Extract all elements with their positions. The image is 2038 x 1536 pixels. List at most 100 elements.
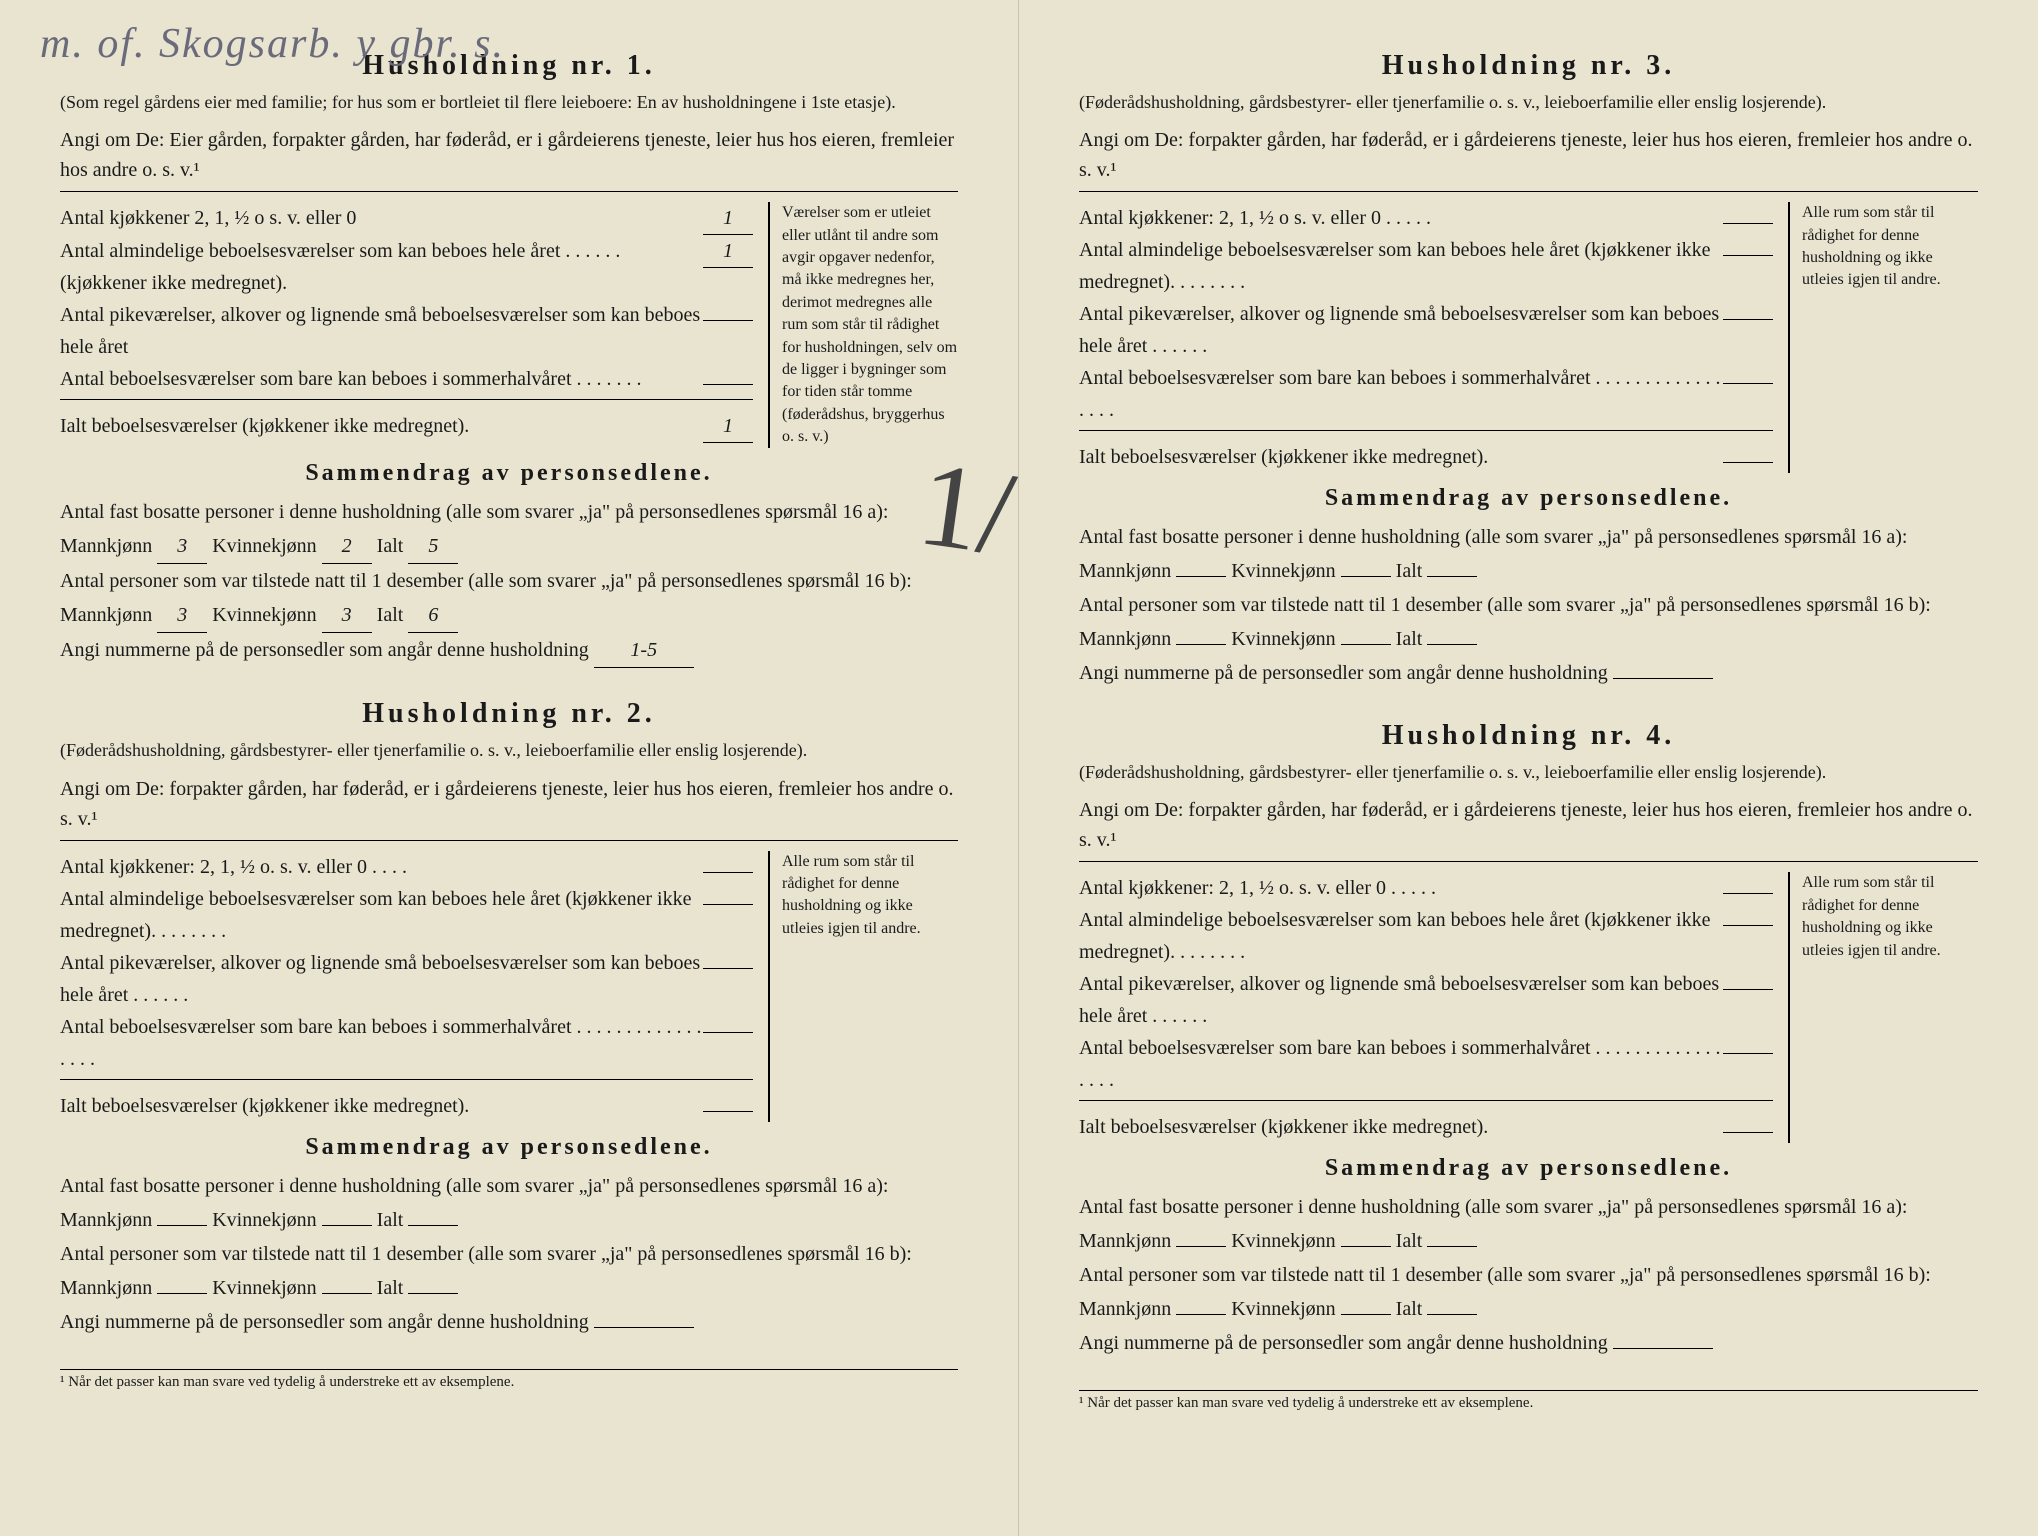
rooms2-label: Antal pikeværelser, alkover og lignende … [1079,968,1723,1032]
s16b-ialt[interactable] [1427,644,1477,645]
s16a-m[interactable] [1176,1246,1226,1247]
s16b-k[interactable] [1341,1314,1391,1315]
angi-line: Angi nummerne på de personsedler som ang… [1079,656,1978,690]
ialt-label: Ialt [1396,628,1423,650]
summary-title: Sammendrag av personsedlene. [60,1134,958,1161]
kitchens-label: Antal kjøkkener: 2, 1, ½ o. s. v. eller … [1079,872,1723,904]
household-prompt: Angi om De: forpakter gården, har føderå… [1079,795,1978,855]
total-value[interactable]: 1 [703,410,753,443]
angi-value[interactable] [1613,678,1713,679]
rooms-rows: Antal kjøkkener: 2, 1, ½ o. s. v. eller … [60,851,753,1122]
rooms-section: Antal kjøkkener: 2, 1, ½ o s. v. eller 0… [1079,202,1978,473]
summary-title: Sammendrag av personsedlene. [1079,1155,1978,1182]
rooms1-label: Antal almindelige beboelsesværelser som … [1079,234,1723,298]
rooms2-label: Antal pikeværelser, alkover og lignende … [1079,298,1723,362]
right-page: Husholdning nr. 3. (Føderådshusholdning,… [1019,0,2038,1536]
rooms3-label: Antal beboelsesværelser som bare kan beb… [1079,362,1723,426]
kvinnekjonn-label: Kvinnekjønn [1231,1298,1335,1320]
total-value[interactable] [1723,1132,1773,1133]
s16a-ialt[interactable] [408,1225,458,1226]
separator [60,191,958,192]
rooms-rows: Antal kjøkkener 2, 1, ½ o s. v. eller 01… [60,202,753,448]
household-3: Husholdning nr. 3. (Føderådshusholdning,… [1079,50,1978,690]
angi-value[interactable] [1613,1348,1713,1349]
household-note: (Føderådshusholdning, gårdsbestyrer- ell… [1079,760,1978,785]
rooms3-value[interactable] [1723,383,1773,384]
sidebar-note: Alle rum som står til rådighet for denne… [768,851,958,1122]
kitchens-value[interactable] [1723,223,1773,224]
s16a-k[interactable] [322,1225,372,1226]
kitchens-value[interactable]: 1 [703,202,753,235]
kitchens-label: Antal kjøkkener 2, 1, ½ o s. v. eller 0 [60,202,703,234]
s16a-m[interactable] [157,1225,207,1226]
summary-16a: Antal fast bosatte personer i denne hush… [60,495,958,564]
tally-mark: 1/ [911,434,1023,584]
household-2: Husholdning nr. 2. (Føderådshusholdning,… [60,698,958,1338]
s16b-k[interactable] [1341,644,1391,645]
ialt-label: Ialt [1396,1230,1423,1252]
s16a-k[interactable] [1341,1246,1391,1247]
sidebar-note: Værelser som er utleiet eller utlånt til… [768,202,958,448]
s16b-ialt[interactable] [1427,1314,1477,1315]
kitchens-value[interactable] [703,872,753,873]
total-value[interactable] [1723,462,1773,463]
rooms3-value[interactable] [1723,1053,1773,1054]
s16b-k[interactable]: 3 [322,598,372,633]
kvinnekjonn-label: Kvinnekjønn [212,604,316,626]
summary-16b-text: Antal personer som var tilstede natt til… [1079,1264,1931,1320]
rooms2-value[interactable] [1723,319,1773,320]
rooms2-value[interactable] [1723,989,1773,990]
total-value[interactable] [703,1111,753,1112]
s16a-k[interactable] [1341,576,1391,577]
s16b-m[interactable] [1176,644,1226,645]
s16b-m[interactable] [157,1293,207,1294]
s16a-ialt[interactable] [1427,1246,1477,1247]
rooms3-value[interactable] [703,384,753,385]
s16a-ialt[interactable] [1427,576,1477,577]
s16b-m[interactable]: 3 [157,598,207,633]
summary-title: Sammendrag av personsedlene. [1079,485,1978,512]
s16a-k[interactable]: 2 [322,529,372,564]
rooms1-value[interactable] [703,904,753,905]
summary-16a-text: Antal fast bosatte personer i denne hush… [60,1175,889,1231]
angi-value[interactable]: 1-5 [594,633,694,668]
kvinnekjonn-label: Kvinnekjønn [1231,1230,1335,1252]
angi-value[interactable] [594,1327,694,1328]
rooms2-value[interactable] [703,320,753,321]
summary-16a: Antal fast bosatte personer i denne hush… [1079,520,1978,588]
kvinnekjonn-label: Kvinnekjønn [212,535,316,557]
household-prompt: Angi om De: forpakter gården, har føderå… [60,774,958,834]
rooms1-label: Antal almindelige beboelsesværelser som … [1079,904,1723,968]
s16b-ialt[interactable]: 6 [408,598,458,633]
s16a-ialt[interactable]: 5 [408,529,458,564]
kvinnekjonn-label: Kvinnekjønn [212,1209,316,1231]
s16b-ialt[interactable] [408,1293,458,1294]
rooms1-value[interactable]: 1 [703,235,753,268]
angi-text: Angi nummerne på de personsedler som ang… [1079,662,1608,684]
s16a-m[interactable]: 3 [157,529,207,564]
handwriting-annotation: m. of. Skogsarb. y gbr. s. [40,20,505,68]
rooms3-label: Antal beboelsesværelser som bare kan beb… [1079,1032,1723,1096]
s16a-m[interactable] [1176,576,1226,577]
rooms2-value[interactable] [703,968,753,969]
separator [1079,430,1773,431]
rooms3-value[interactable] [703,1032,753,1033]
s16b-k[interactable] [322,1293,372,1294]
total-label: Ialt beboelsesværelser (kjøkkener ikke m… [60,1090,703,1122]
summary-16a-text: Antal fast bosatte personer i denne hush… [1079,526,1908,582]
s16b-m[interactable] [1176,1314,1226,1315]
summary-16a-text: Antal fast bosatte personer i denne hush… [1079,1196,1908,1252]
rooms-section: Antal kjøkkener: 2, 1, ½ o. s. v. eller … [60,851,958,1122]
separator [1079,1100,1773,1101]
rooms1-value[interactable] [1723,925,1773,926]
rooms3-label: Antal beboelsesværelser som bare kan beb… [60,1011,703,1075]
rooms2-label: Antal pikeværelser, alkover og lignende … [60,947,703,1011]
kitchens-value[interactable] [1723,893,1773,894]
separator [60,840,958,841]
rooms1-value[interactable] [1723,255,1773,256]
sidebar-note: Alle rum som står til rådighet for denne… [1788,872,1978,1143]
footnote: ¹ Når det passer kan man svare ved tydel… [1079,1390,1978,1412]
ialt-label: Ialt [377,1277,404,1299]
kvinnekjonn-label: Kvinnekjønn [212,1277,316,1299]
household-1: Husholdning nr. 1. (Som regel gårdens ei… [60,50,958,668]
